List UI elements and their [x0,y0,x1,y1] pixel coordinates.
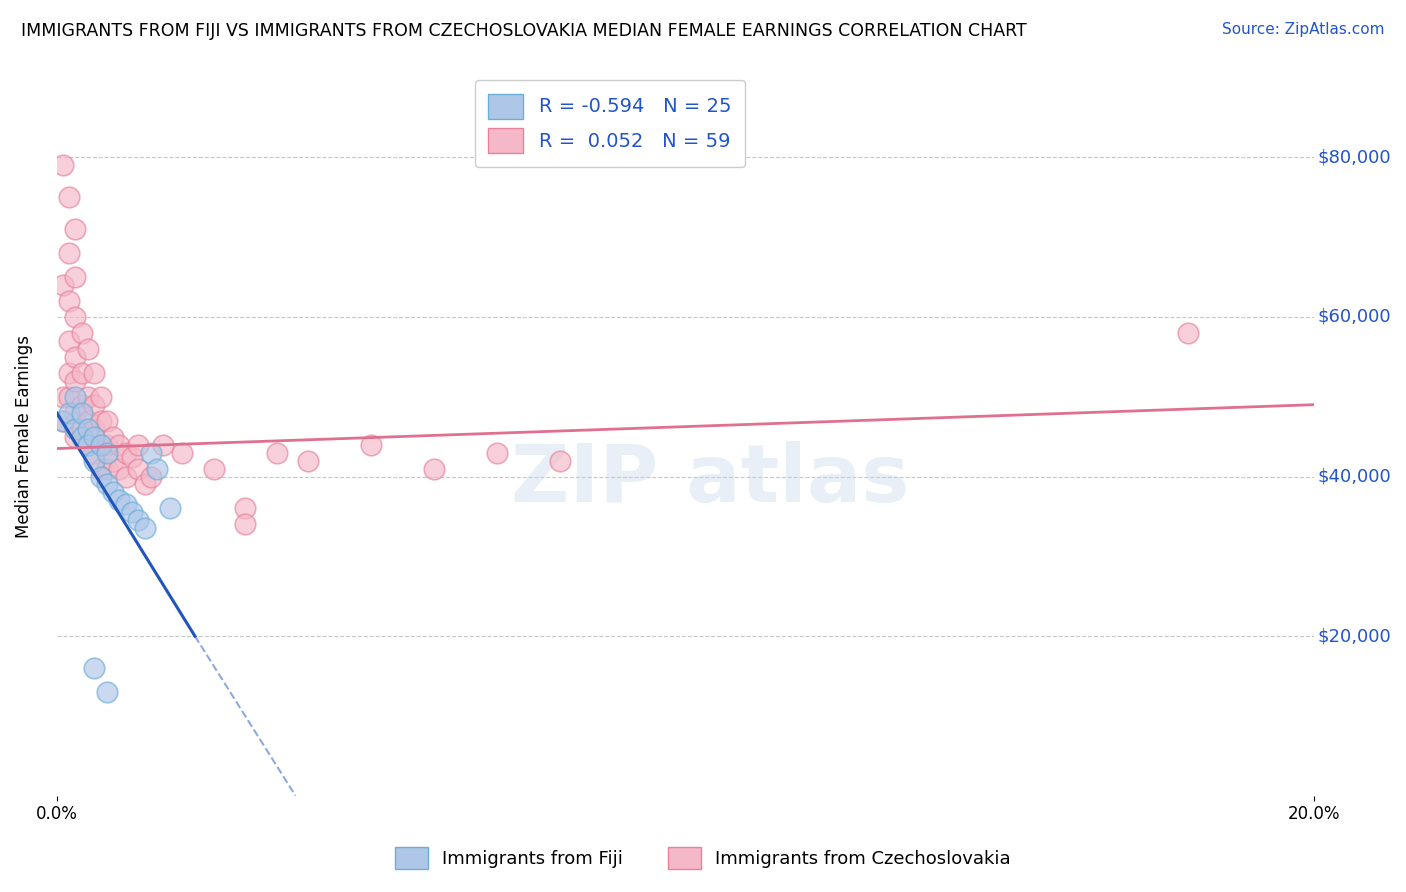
Point [108,461,131,475]
Point [65,422,87,436]
Point [52,414,75,428]
Text: $20,000: $20,000 [1317,627,1392,645]
Point [70,429,93,443]
Point [83,453,105,467]
Text: Source: ZipAtlas.com: Source: ZipAtlas.com [1222,22,1385,37]
Point [96,685,118,699]
Point [70,406,93,420]
Point [52,158,75,172]
Point [152,437,174,451]
Point [65,406,87,420]
Point [90,437,112,451]
Point [70,422,93,436]
Point [121,505,143,519]
Point [70,326,93,340]
Point [139,445,162,459]
Point [233,501,256,516]
Point [108,437,131,451]
Text: IMMIGRANTS FROM FIJI VS IMMIGRANTS FROM CZECHOSLOVAKIA MEDIAN FEMALE EARNINGS CO: IMMIGRANTS FROM FIJI VS IMMIGRANTS FROM … [21,22,1026,40]
Point [96,437,118,451]
Point [58,293,80,308]
Point [58,190,80,204]
Point [103,453,125,467]
Point [1177,326,1199,340]
Point [139,469,162,483]
Point [65,350,87,364]
Point [83,422,105,436]
Point [52,390,75,404]
Point [159,501,181,516]
Point [83,366,105,380]
Point [114,498,136,512]
Text: ZIP atlas: ZIP atlas [512,441,910,518]
Point [77,422,100,436]
Point [52,277,75,292]
Point [90,390,112,404]
Point [83,661,105,675]
Point [77,390,100,404]
Point [146,461,169,475]
Text: $60,000: $60,000 [1317,308,1392,326]
Point [96,414,118,428]
Point [134,521,156,535]
Point [127,437,149,451]
Point [233,517,256,532]
Y-axis label: Median Female Earnings: Median Female Earnings [15,335,32,538]
Text: $80,000: $80,000 [1317,148,1392,166]
Point [121,450,143,464]
Point [108,493,131,508]
Point [58,334,80,348]
Point [65,270,87,285]
Point [65,222,87,236]
Point [90,469,112,483]
Point [96,477,118,491]
Point [58,246,80,260]
Point [70,398,93,412]
Point [58,406,80,420]
Point [485,445,508,459]
Point [127,513,149,527]
Point [423,461,446,475]
Point [77,414,100,428]
Point [103,485,125,500]
Point [90,437,112,451]
Point [266,445,288,459]
Point [52,414,75,428]
Point [65,374,87,388]
Point [297,453,319,467]
Point [360,437,382,451]
Point [96,445,118,459]
Point [65,429,87,443]
Text: $40,000: $40,000 [1317,467,1392,485]
Point [96,461,118,475]
Point [202,461,225,475]
Point [77,437,100,451]
Point [83,398,105,412]
Legend: R = -0.594   N = 25, R =  0.052   N = 59: R = -0.594 N = 25, R = 0.052 N = 59 [475,80,745,167]
Point [70,366,93,380]
Point [65,390,87,404]
Point [114,445,136,459]
Point [77,437,100,451]
Point [90,414,112,428]
Point [172,445,194,459]
Point [548,453,571,467]
Point [127,461,149,475]
Point [58,366,80,380]
Point [83,445,105,459]
Point [77,342,100,356]
Point [114,469,136,483]
Point [83,429,105,443]
Point [58,390,80,404]
Legend: Immigrants from Fiji, Immigrants from Czechoslovakia: Immigrants from Fiji, Immigrants from Cz… [387,838,1019,879]
Point [65,310,87,324]
Point [134,477,156,491]
Point [103,429,125,443]
Point [90,461,112,475]
